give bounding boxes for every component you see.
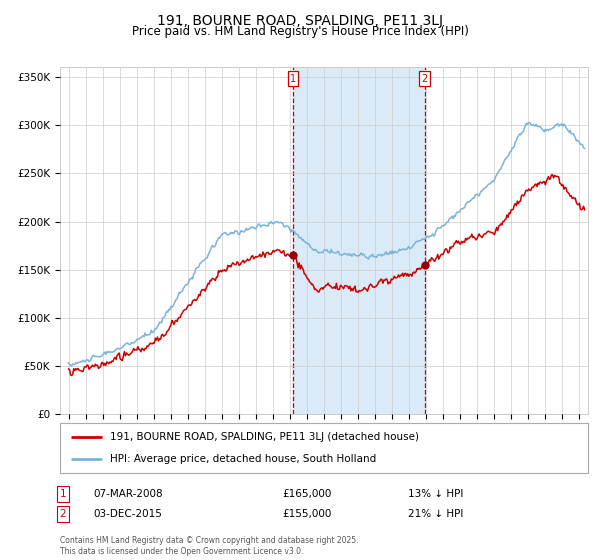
Bar xyxy=(293,67,425,414)
Text: 1: 1 xyxy=(59,489,67,499)
Text: 07-MAR-2008: 07-MAR-2008 xyxy=(93,489,163,499)
Text: 2: 2 xyxy=(59,509,67,519)
Text: Contains HM Land Registry data © Crown copyright and database right 2025.
This d: Contains HM Land Registry data © Crown c… xyxy=(60,536,359,556)
Text: 1: 1 xyxy=(290,74,296,84)
Text: £165,000: £165,000 xyxy=(282,489,331,499)
Text: 2: 2 xyxy=(422,74,428,84)
Text: 03-DEC-2015: 03-DEC-2015 xyxy=(93,509,162,519)
Text: 191, BOURNE ROAD, SPALDING, PE11 3LJ (detached house): 191, BOURNE ROAD, SPALDING, PE11 3LJ (de… xyxy=(110,432,419,442)
Text: £155,000: £155,000 xyxy=(282,509,331,519)
FancyBboxPatch shape xyxy=(60,423,588,473)
Text: 21% ↓ HPI: 21% ↓ HPI xyxy=(408,509,463,519)
Text: 13% ↓ HPI: 13% ↓ HPI xyxy=(408,489,463,499)
Text: HPI: Average price, detached house, South Holland: HPI: Average price, detached house, Sout… xyxy=(110,454,376,464)
Text: 191, BOURNE ROAD, SPALDING, PE11 3LJ: 191, BOURNE ROAD, SPALDING, PE11 3LJ xyxy=(157,14,443,28)
Text: Price paid vs. HM Land Registry's House Price Index (HPI): Price paid vs. HM Land Registry's House … xyxy=(131,25,469,38)
